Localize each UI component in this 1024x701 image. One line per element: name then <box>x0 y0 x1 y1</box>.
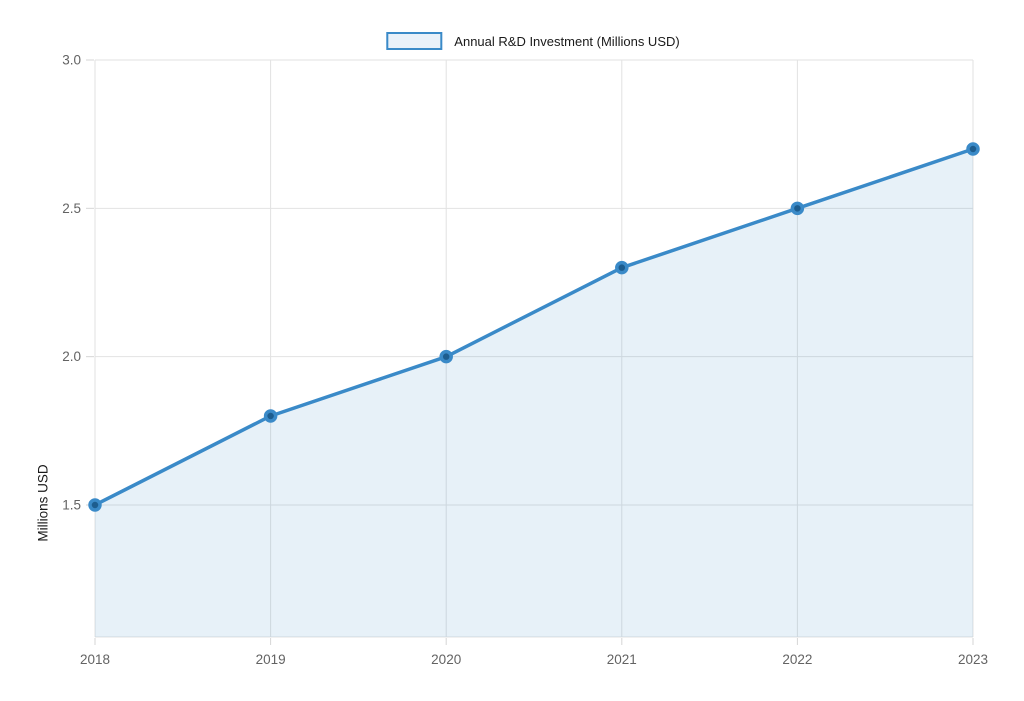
x-tick-label: 2019 <box>256 652 286 667</box>
data-point-2022 <box>790 201 805 216</box>
y-tick-label: 1.5 <box>62 497 81 512</box>
area-fill <box>95 148 973 637</box>
series-line <box>93 147 975 507</box>
y-tick-label: 3.0 <box>62 53 81 68</box>
x-tick-label: 2022 <box>782 652 812 667</box>
data-point-2018 <box>88 498 102 512</box>
data-point-2021 <box>615 260 629 275</box>
data-point-2020 <box>439 349 453 364</box>
legend-swatch-icon <box>386 32 443 50</box>
y-axis-title: Millions USD <box>35 464 51 542</box>
y-tick-label: 2.0 <box>62 349 81 364</box>
x-tick-label: 2021 <box>607 652 637 667</box>
x-tick-label: 2020 <box>431 652 461 667</box>
x-tick-label: 2018 <box>80 652 110 667</box>
data-point-2023 <box>966 142 980 156</box>
x-tick-label: 2023 <box>958 652 988 667</box>
data-point-2019 <box>263 409 278 423</box>
y-tick-label: 2.5 <box>62 201 81 216</box>
legend[interactable]: Annual R&D Investment (Millions USD) <box>386 32 680 50</box>
legend-label: Annual R&D Investment (Millions USD) <box>454 33 680 49</box>
